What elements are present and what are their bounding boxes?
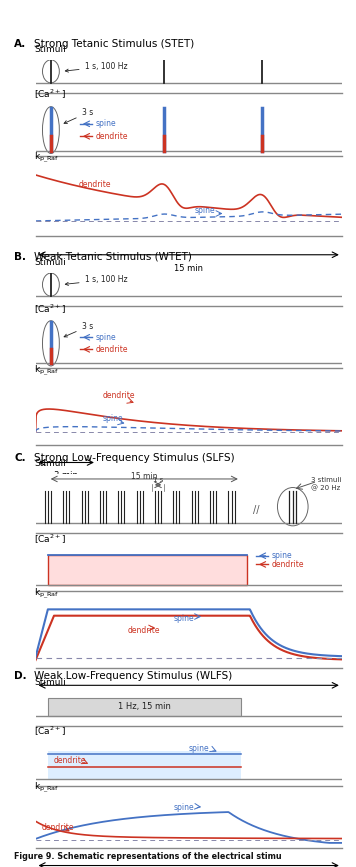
Text: 3 min: 3 min bbox=[54, 472, 78, 480]
Text: 3 s: 3 s bbox=[64, 323, 93, 337]
Text: 3 stimuli
@ 20 Hz: 3 stimuli @ 20 Hz bbox=[311, 477, 341, 491]
Text: Strong Low-Frequency Stimulus (SLFS): Strong Low-Frequency Stimulus (SLFS) bbox=[34, 453, 235, 463]
Text: 1 Hz, 15 min: 1 Hz, 15 min bbox=[118, 702, 171, 711]
Text: dendrite: dendrite bbox=[78, 180, 111, 189]
Text: dendrite: dendrite bbox=[271, 560, 304, 569]
Text: [Ca$^{2+}$]: [Ca$^{2+}$] bbox=[34, 303, 66, 316]
Text: Strong Tetanic Stimulus (STET): Strong Tetanic Stimulus (STET) bbox=[34, 38, 194, 49]
Text: dendrite: dendrite bbox=[95, 132, 128, 140]
Text: Stimuli: Stimuli bbox=[34, 460, 66, 468]
Text: dendrite: dendrite bbox=[103, 391, 135, 400]
Bar bbox=[48, 751, 241, 779]
Text: k$_\mathregular{p\_Raf}$: k$_\mathregular{p\_Raf}$ bbox=[34, 150, 59, 165]
Text: C.: C. bbox=[14, 453, 26, 463]
Text: 1 s, 100 Hz: 1 s, 100 Hz bbox=[65, 276, 127, 285]
Text: [Ca$^{2+}$]: [Ca$^{2+}$] bbox=[34, 532, 66, 546]
Text: Weak Low-Frequency Stimulus (WLFS): Weak Low-Frequency Stimulus (WLFS) bbox=[34, 671, 232, 681]
Text: [Ca$^{2+}$]: [Ca$^{2+}$] bbox=[34, 88, 66, 101]
Text: 15 min: 15 min bbox=[174, 264, 203, 273]
Text: 15 min: 15 min bbox=[131, 472, 158, 480]
Text: Figure 9. Schematic representations of the electrical stimu: Figure 9. Schematic representations of t… bbox=[14, 852, 282, 861]
Text: D.: D. bbox=[14, 671, 27, 681]
Text: spine: spine bbox=[103, 414, 124, 423]
Text: Stimuli: Stimuli bbox=[34, 678, 66, 687]
Text: //: // bbox=[253, 505, 259, 515]
Text: k$_\mathregular{p\_Raf}$: k$_\mathregular{p\_Raf}$ bbox=[34, 587, 59, 601]
Text: spine: spine bbox=[189, 744, 209, 753]
Text: k$_\mathregular{p\_Raf}$: k$_\mathregular{p\_Raf}$ bbox=[34, 780, 59, 795]
Text: 1 s, 100 Hz: 1 s, 100 Hz bbox=[65, 62, 127, 72]
Text: A.: A. bbox=[14, 38, 26, 49]
Text: B.: B. bbox=[14, 251, 26, 262]
Text: [Ca$^{2+}$]: [Ca$^{2+}$] bbox=[34, 725, 66, 738]
Text: spine: spine bbox=[173, 615, 194, 623]
Bar bbox=[48, 555, 247, 584]
Text: Stimuli: Stimuli bbox=[34, 258, 66, 267]
Text: 1 s: 1 s bbox=[153, 477, 163, 483]
Text: Stimuli: Stimuli bbox=[34, 45, 66, 54]
Text: spine: spine bbox=[173, 803, 194, 812]
Text: k$_\mathregular{p\_Raf}$: k$_\mathregular{p\_Raf}$ bbox=[34, 364, 59, 378]
Text: dendrite: dendrite bbox=[54, 756, 87, 765]
Text: spine: spine bbox=[271, 551, 292, 560]
Text: 25 min: 25 min bbox=[174, 694, 203, 703]
Text: Weak Tetanic Stimulus (WTET): Weak Tetanic Stimulus (WTET) bbox=[34, 251, 192, 262]
Text: spine: spine bbox=[95, 333, 116, 342]
Text: spine: spine bbox=[95, 120, 116, 128]
Text: spine: spine bbox=[195, 205, 215, 215]
Text: dendrite: dendrite bbox=[127, 626, 160, 635]
Text: dendrite: dendrite bbox=[42, 824, 74, 832]
Bar bbox=[48, 698, 241, 716]
Text: 3 s: 3 s bbox=[64, 108, 93, 123]
Text: dendrite: dendrite bbox=[95, 345, 128, 354]
